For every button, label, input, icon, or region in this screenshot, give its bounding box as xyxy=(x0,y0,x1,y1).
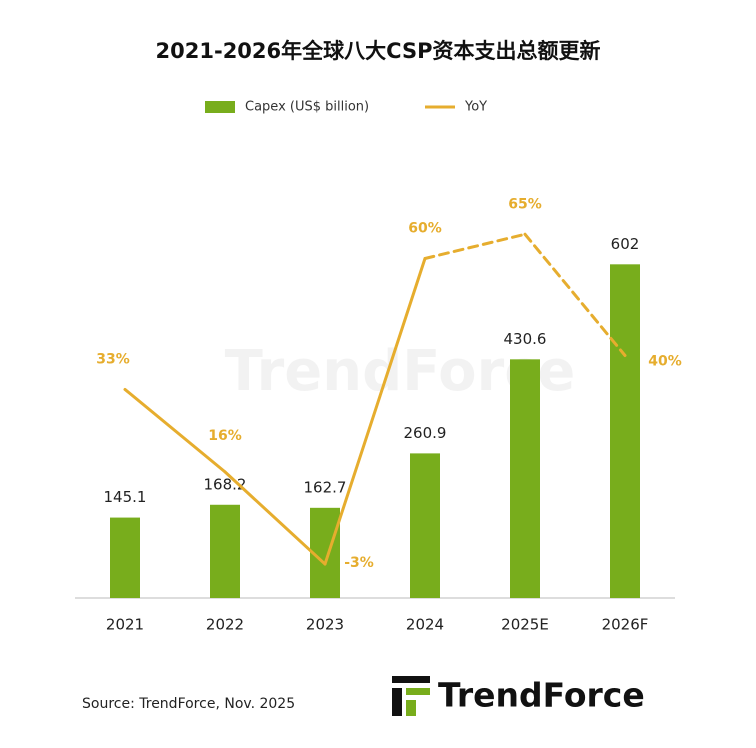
yoy-value-label: 40% xyxy=(648,354,682,370)
logo-text: TrendForce xyxy=(438,676,645,715)
bar-value-label: 430.6 xyxy=(504,330,547,348)
x-tick-label: 2026F xyxy=(602,616,649,634)
yoy-line-segment xyxy=(223,470,327,566)
bar-value-label: 145.1 xyxy=(104,488,147,506)
bar-value-label: 602 xyxy=(611,235,640,253)
x-tick-label: 2023 xyxy=(306,616,344,634)
x-tick-label: 2024 xyxy=(406,616,444,634)
yoy-line-segment xyxy=(523,232,627,357)
yoy-value-label: -3% xyxy=(344,555,374,571)
yoy-line-segment xyxy=(423,232,527,260)
bar-value-label: 162.7 xyxy=(304,478,347,496)
bar xyxy=(110,517,140,598)
bar-value-label: 260.9 xyxy=(404,424,447,442)
yoy-line-segment xyxy=(123,387,227,474)
bar xyxy=(410,453,440,598)
logo-icon xyxy=(392,676,430,716)
yoy-value-label: 60% xyxy=(408,221,442,237)
legend-label: Capex (US$ billion) xyxy=(245,100,369,115)
yoy-line-segment xyxy=(323,257,427,566)
legend-label: YoY xyxy=(464,100,487,115)
source: Source: TrendForce, Nov. 2025 xyxy=(82,696,295,712)
yoy-value-label: 16% xyxy=(208,428,242,444)
bar xyxy=(210,504,240,598)
bar xyxy=(510,359,540,598)
legend-swatch xyxy=(205,101,235,113)
x-tick-label: 2022 xyxy=(206,616,244,634)
x-tick-label: 2021 xyxy=(106,616,144,634)
yoy-value-label: 65% xyxy=(508,196,542,212)
chart-title: 2021-2026年全球八大CSP资本支出总额更新 xyxy=(156,39,601,63)
x-tick-label: 2025E xyxy=(501,616,549,634)
yoy-value-label: 33% xyxy=(96,351,130,367)
bar xyxy=(610,264,640,598)
